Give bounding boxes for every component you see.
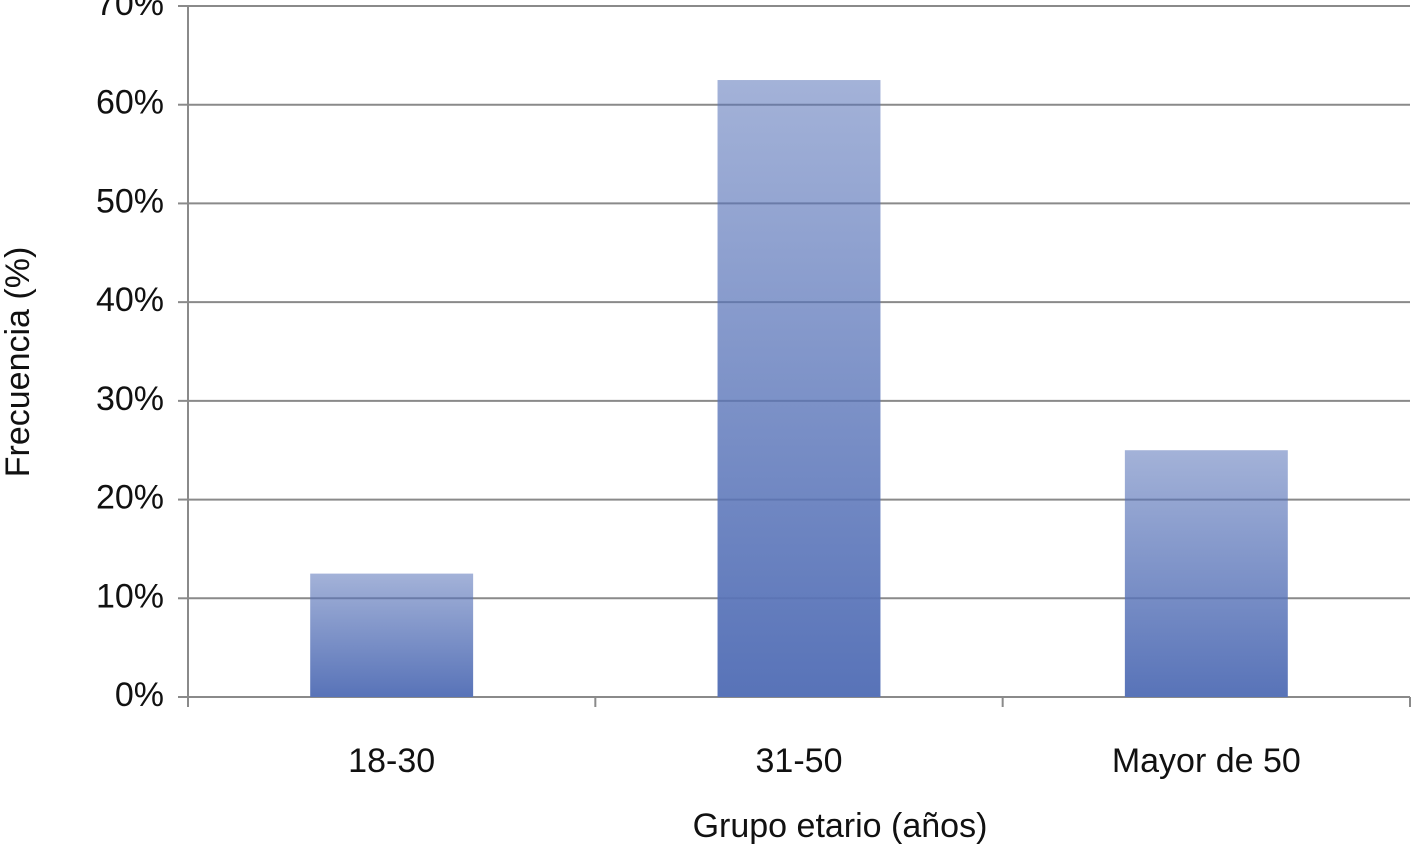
y-tick-label: 0% bbox=[115, 676, 164, 714]
bar bbox=[717, 80, 881, 698]
bar bbox=[310, 573, 474, 697]
x-tick-label: Mayor de 50 bbox=[1112, 742, 1301, 780]
y-tick-label: 70% bbox=[96, 0, 164, 23]
y-tick-label: 50% bbox=[96, 182, 164, 220]
y-tick-label: 10% bbox=[96, 577, 164, 615]
y-tick-label: 40% bbox=[96, 281, 164, 319]
y-tick-label: 20% bbox=[96, 479, 164, 517]
bar bbox=[1124, 450, 1288, 697]
x-tick-label: 31-50 bbox=[756, 742, 843, 780]
y-tick-label: 60% bbox=[96, 84, 164, 122]
x-axis-title: Grupo etario (años) bbox=[693, 807, 988, 845]
y-axis-title: Frecuencia (%) bbox=[0, 247, 37, 478]
x-tick-label: 18-30 bbox=[348, 742, 435, 780]
y-tick-label: 30% bbox=[96, 380, 164, 418]
